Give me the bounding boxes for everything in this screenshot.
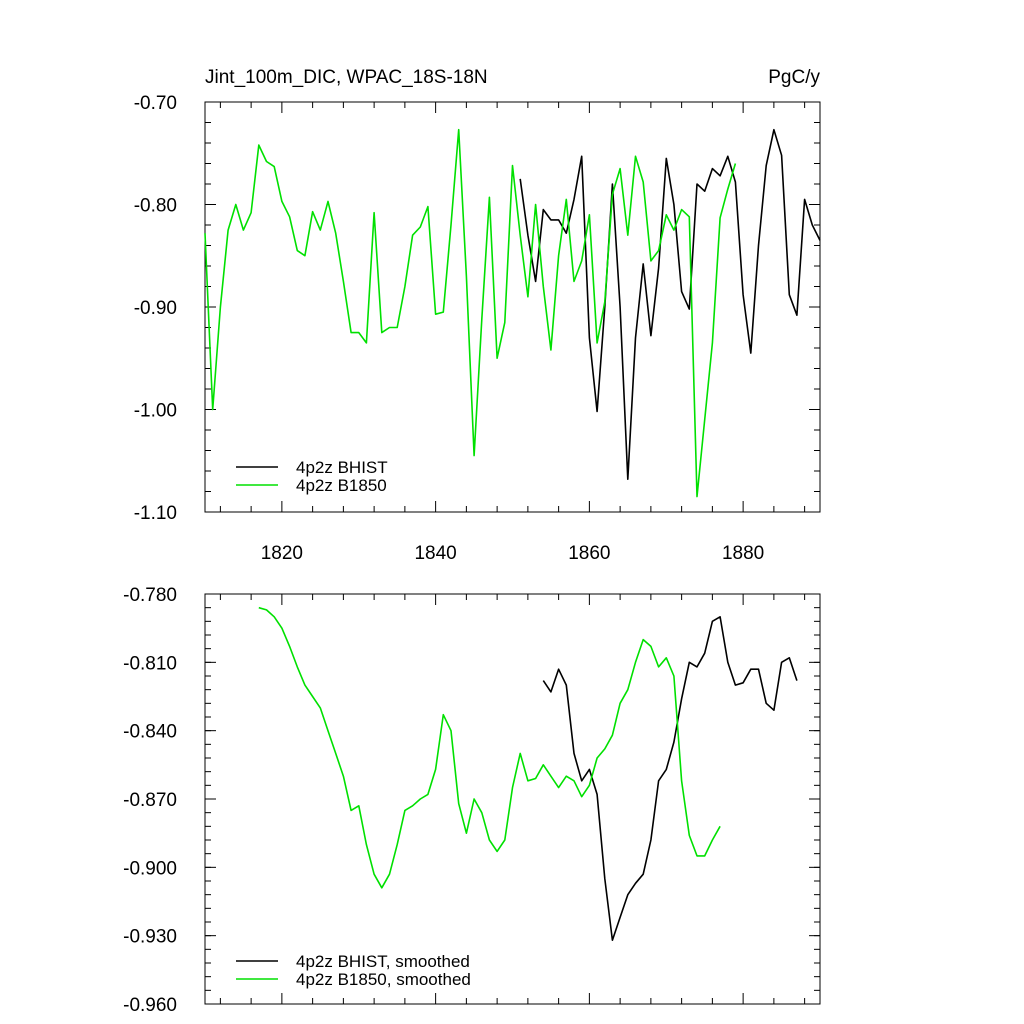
bottom-ytick-label: -0.840 <box>123 722 177 743</box>
top-ytick-label: -0.90 <box>134 298 177 319</box>
bottom-legend-bhist-label: 4p2z BHIST, smoothed <box>296 952 470 971</box>
bottom-ytick-label: -0.810 <box>123 653 177 674</box>
bottom-legend-b1850-label: 4p2z B1850, smoothed <box>296 970 471 989</box>
top-series-b1850-line <box>204 128 737 498</box>
bottom-ytick-label: -0.900 <box>123 858 177 879</box>
bottom-panel: -0.780 -0.810 -0.840 -0.870 -0.900 -0.930 -0.9… <box>123 585 821 1016</box>
top-series-bhist-line <box>519 128 821 481</box>
top-legend-bhist-label: 4p2z BHIST <box>296 458 388 477</box>
top-panel: -0.70 -0.80 -0.90 -1.00 -1.10 1820 1840 1860 188… <box>134 93 821 564</box>
bottom-ytick-label: -0.780 <box>123 585 177 606</box>
top-xtick-label: 1820 <box>261 543 303 564</box>
bottom-ytick-label: -0.870 <box>123 790 177 811</box>
top-plot-frame <box>204 101 821 513</box>
top-xtick-label: 1840 <box>414 543 456 564</box>
units-label: PgC/y <box>768 67 820 88</box>
top-ytick-label: -1.10 <box>134 503 177 524</box>
bottom-ytick-label: -0.930 <box>123 927 177 948</box>
bottom-series-bhist-line <box>542 615 798 942</box>
bottom-plot-frame <box>204 593 821 1005</box>
top-ytick-label: -0.70 <box>134 93 177 114</box>
top-xtick-label: 1860 <box>568 543 610 564</box>
top-ytick-label: -1.00 <box>134 401 177 422</box>
top-legend-b1850-label: 4p2z B1850 <box>296 476 387 495</box>
chart-title: Jint_100m_DIC, WPAC_18S-18N <box>205 67 488 88</box>
top-ytick-label: -0.80 <box>134 196 177 217</box>
bottom-ytick-label: -0.960 <box>123 995 177 1016</box>
top-xtick-label: 1880 <box>722 543 764 564</box>
bottom-series-b1850-line <box>258 606 721 889</box>
